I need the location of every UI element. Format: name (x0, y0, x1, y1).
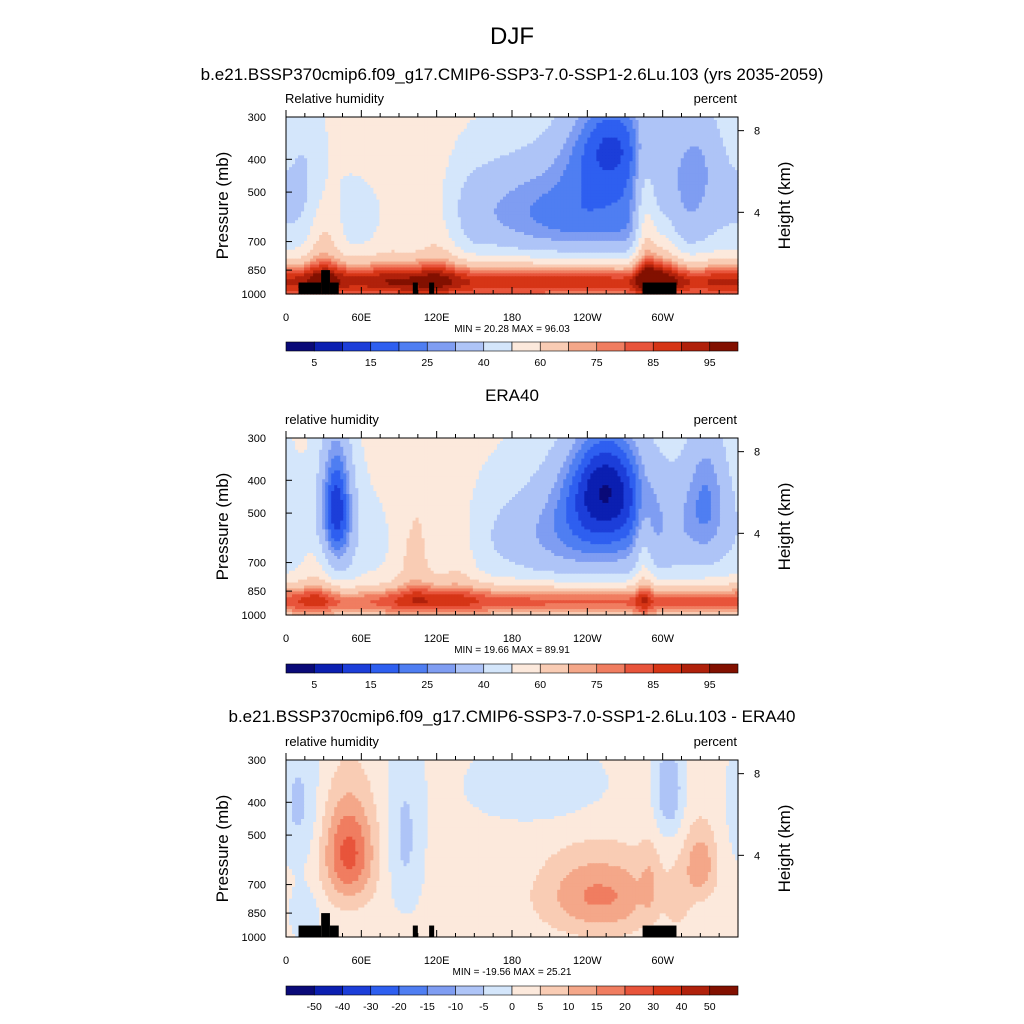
units-label: percent (694, 91, 738, 106)
contour-field (286, 117, 739, 295)
panel-title: b.e21.BSSP370cmip6.f09_g17.CMIP6-SSP3-7.… (201, 65, 824, 84)
figure-title: DJF (490, 23, 534, 50)
panel-1: b.e21.BSSP370cmip6.f09_g17.CMIP6-SSP3-7.… (201, 65, 824, 369)
variable-label: Relative humidity (285, 91, 384, 106)
